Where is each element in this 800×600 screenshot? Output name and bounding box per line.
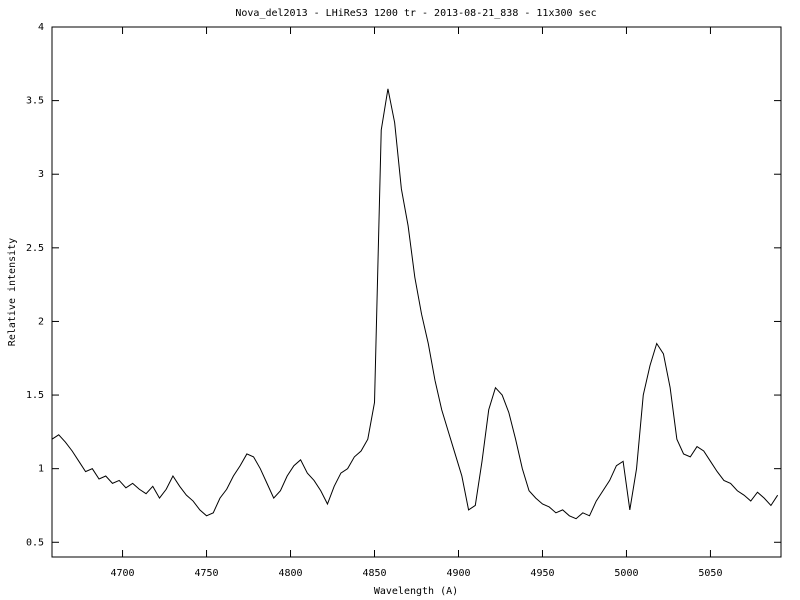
- y-tick-label: 3.5: [26, 96, 44, 107]
- y-axis-label: Relative intensity: [7, 238, 18, 346]
- y-tick-label: 4: [38, 22, 44, 33]
- chart-title: Nova_del2013 - LHiReS3 1200 tr - 2013-08…: [235, 8, 596, 19]
- x-tick-label: 4850: [362, 568, 386, 579]
- y-tick-label: 1.5: [26, 390, 44, 401]
- y-tick-label: 2.5: [26, 243, 44, 254]
- x-tick-label: 4700: [111, 568, 135, 579]
- y-tick-label: 1: [38, 464, 44, 475]
- spectrum-line: [51, 88, 779, 520]
- x-tick-label: 4800: [278, 568, 302, 579]
- y-tick-label: 2: [38, 316, 44, 327]
- y-tick-label: 3: [38, 169, 44, 180]
- plot-frame: [51, 26, 782, 558]
- x-tick-label: 5000: [614, 568, 638, 579]
- x-tick-label: 5050: [698, 568, 722, 579]
- x-tick-label: 4900: [446, 568, 470, 579]
- x-tick-label: 4950: [530, 568, 554, 579]
- x-tick-label: 4750: [194, 568, 218, 579]
- y-tick-label: 0.5: [26, 537, 44, 548]
- x-axis-label: Wavelength (A): [374, 586, 458, 597]
